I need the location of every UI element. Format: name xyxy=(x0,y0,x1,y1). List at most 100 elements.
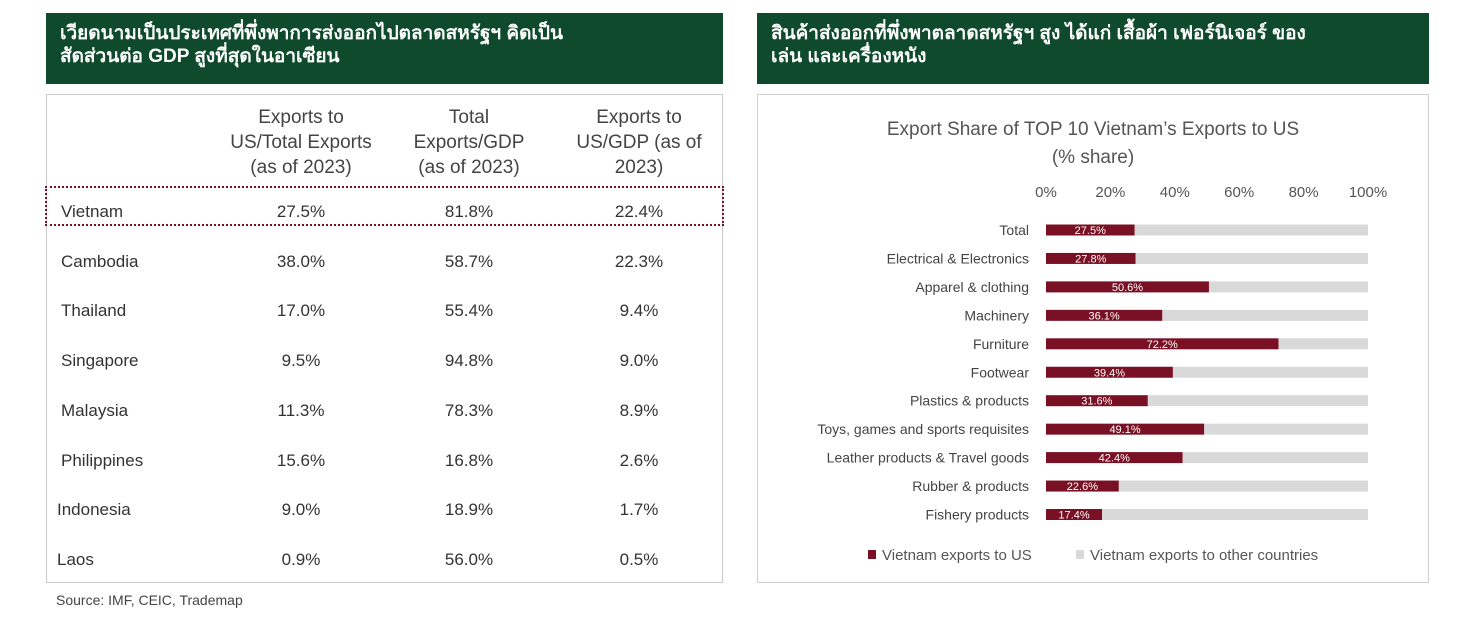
bar-other-countries xyxy=(1162,309,1368,321)
bar-chart-svg: 0% 20% 40% 60% 80% 100% Total 27.5% Electrical &… xyxy=(817,184,1387,564)
bar-other-countries xyxy=(1182,452,1368,464)
data-label: 49.1% xyxy=(1109,424,1140,436)
legend-label-vietnam-us: Vietnam exports to US xyxy=(882,547,1032,564)
value-cell: 1.7% xyxy=(619,500,659,519)
category-label: Total xyxy=(999,222,1029,238)
source-note: Source: IMF, CEIC, Trademap xyxy=(56,592,243,608)
left-section-banner: เวียดนามเป็นประเทศที่พึ่งพาการส่งออกไปตล… xyxy=(46,13,723,84)
x-tick-label: 0% xyxy=(1035,184,1057,201)
header-line: Total xyxy=(448,107,490,128)
x-tick-label: 80% xyxy=(1289,184,1319,201)
right-banner-line-1: สินค้าส่งออกที่พึ่งพาตลาดสหรัฐฯ สูง ได้แ… xyxy=(771,23,1306,44)
country-cell: Vietnam xyxy=(61,202,124,221)
value-cell: 27.5% xyxy=(276,202,326,221)
category-label: Leather products & Travel goods xyxy=(827,450,1029,466)
data-label: 22.6% xyxy=(1067,481,1098,493)
value-cell: 55.4% xyxy=(444,301,494,320)
bar-other-countries xyxy=(1135,252,1368,264)
value-cell: 38.0% xyxy=(276,252,326,271)
value-cell: 22.4% xyxy=(614,202,664,221)
category-label: Footwear xyxy=(971,364,1030,380)
value-cell: 2.6% xyxy=(619,451,659,470)
category-label: Furniture xyxy=(973,336,1029,352)
table-row-indonesia: Indonesia 9.0% 18.9% 1.7% xyxy=(47,496,722,526)
bar-other-countries xyxy=(1208,281,1368,293)
header-line: 2023) xyxy=(614,157,664,178)
value-cell: 18.9% xyxy=(444,500,494,519)
data-label: 27.8% xyxy=(1075,253,1106,265)
value-cell: 94.8% xyxy=(444,351,494,370)
country-cell: Indonesia xyxy=(57,500,131,519)
category-label: Toys, games and sports requisites xyxy=(817,421,1029,437)
table-row-vietnam: Vietnam 27.5% 81.8% 22.4% xyxy=(47,198,722,228)
value-cell: 81.8% xyxy=(444,202,494,221)
bar-vietnam-us xyxy=(1046,452,1183,464)
bar-other-countries xyxy=(1134,224,1368,236)
value-cell: 15.6% xyxy=(276,451,326,470)
bar-other-countries xyxy=(1118,480,1368,492)
export-share-chart: Export Share of TOP 10 Vietnam’s Exports… xyxy=(757,94,1429,583)
bar-vietnam-us xyxy=(1046,480,1119,492)
country-cell: Thailand xyxy=(61,301,127,320)
data-label: 36.1% xyxy=(1089,310,1120,322)
value-cell: 17.0% xyxy=(276,301,326,320)
bar-vietnam-us xyxy=(1046,309,1163,321)
left-banner-line-2: สัดส่วนต่อ GDP สูงที่สุดในอาเซียน xyxy=(60,46,340,67)
bar-vietnam-us xyxy=(1046,338,1279,350)
country-cell: Singapore xyxy=(61,351,139,370)
bar-other-countries xyxy=(1172,366,1368,378)
category-label: Electrical & Electronics xyxy=(887,250,1029,266)
bar-other-countries xyxy=(1204,423,1368,435)
legend-label-other-countries: Vietnam exports to other countries xyxy=(1090,547,1318,564)
value-cell: 9.5% xyxy=(281,351,321,370)
legend-swatch-vietnam-us xyxy=(868,550,876,559)
x-tick-label: 40% xyxy=(1160,184,1190,201)
x-tick-label: 100% xyxy=(1349,184,1387,201)
x-tick-label: 20% xyxy=(1095,184,1125,201)
value-cell: 11.3% xyxy=(277,401,325,420)
table-row-cambodia: Cambodia 38.0% 58.7% 22.3% xyxy=(47,248,722,278)
table-row-malaysia: Malaysia 11.3% 78.3% 8.9% xyxy=(47,397,722,427)
header-line: (as of 2023) xyxy=(418,157,520,178)
vietnam-highlight-box xyxy=(45,186,724,226)
column-header-exports-to-us-gdp: Exports to US/GDP (as of 2023) xyxy=(549,105,729,180)
table-row-laos: Laos 0.9% 56.0% 0.5% xyxy=(47,546,722,576)
data-label: 39.4% xyxy=(1094,367,1125,379)
country-cell: Philippines xyxy=(61,451,144,470)
header-line: (as of 2023) xyxy=(250,157,352,178)
column-header-total-exports-gdp: Total Exports/GDP (as of 2023) xyxy=(379,105,559,180)
exports-table: Exports to US/Total Exports (as of 2023)… xyxy=(45,94,724,583)
bar-vietnam-us xyxy=(1046,252,1136,264)
table-row-thailand: Thailand 17.0% 55.4% 9.4% xyxy=(47,297,722,327)
table-row-singapore: Singapore 9.5% 94.8% 9.0% xyxy=(47,347,722,377)
header-line: US/GDP (as of xyxy=(576,132,702,153)
header-line: Exports to xyxy=(258,107,344,128)
value-cell: 9.0% xyxy=(619,351,659,370)
value-cell: 0.9% xyxy=(281,550,321,569)
data-label: 17.4% xyxy=(1058,510,1089,522)
bar-other-countries xyxy=(1147,395,1368,407)
value-cell: 9.0% xyxy=(281,500,321,519)
value-cell: 9.4% xyxy=(619,301,659,320)
category-label: Plastics & products xyxy=(910,393,1029,409)
header-line: Exports to xyxy=(596,107,682,128)
value-cell: 8.9% xyxy=(619,401,659,420)
country-cell: Laos xyxy=(57,550,94,569)
bar-other-countries xyxy=(1102,509,1368,520)
value-cell: 58.7% xyxy=(444,252,494,271)
value-cell: 0.5% xyxy=(619,550,659,569)
bar-vietnam-us xyxy=(1046,281,1209,293)
chart-title: Export Share of TOP 10 Vietnam’s Exports… xyxy=(886,119,1300,140)
right-section-banner: สินค้าส่งออกที่พึ่งพาตลาดสหรัฐฯ สูง ได้แ… xyxy=(757,13,1429,84)
category-label: Apparel & clothing xyxy=(915,279,1029,295)
category-label: Machinery xyxy=(964,307,1029,323)
header-line: Exports/GDP xyxy=(413,132,525,153)
right-banner-line-2: เล่น และเครื่องหนัง xyxy=(771,46,927,67)
data-label: 50.6% xyxy=(1112,282,1143,294)
value-cell: 78.3% xyxy=(444,401,494,420)
country-cell: Cambodia xyxy=(61,252,139,271)
category-label: Rubber & products xyxy=(912,478,1029,494)
data-label: 27.5% xyxy=(1075,225,1106,237)
category-label: Fishery products xyxy=(926,507,1029,523)
value-cell: 56.0% xyxy=(444,550,494,569)
